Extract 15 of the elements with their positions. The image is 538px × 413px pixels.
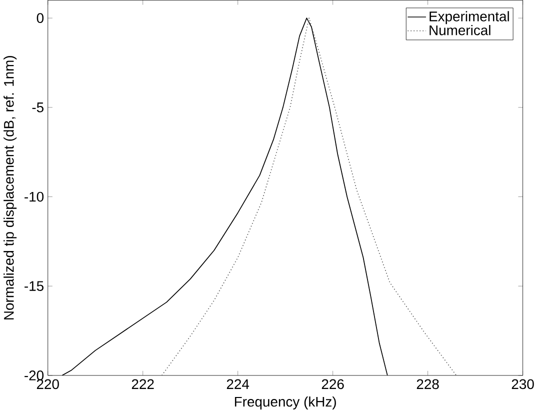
x-tick-label: 224 xyxy=(226,379,250,389)
x-axis-title: Frequency (kHz) xyxy=(234,396,336,410)
x-tick-label: 220 xyxy=(36,379,59,390)
x-tick-label: 222 xyxy=(132,379,154,389)
legend-label: Numerical xyxy=(430,24,490,36)
legend-label: Experimental xyxy=(430,11,509,24)
y-tick-label: 0 xyxy=(36,13,44,24)
y-tick-label: -15 xyxy=(24,281,44,291)
y-tick-label: -10 xyxy=(24,192,44,202)
y-axis-title: Normalized tip displacement (dB, ref. 1nm) xyxy=(4,56,17,320)
y-tick-label: -5 xyxy=(32,102,44,112)
x-tick-label: 228 xyxy=(416,379,439,390)
y-tick-label: -20 xyxy=(24,370,44,380)
x-tick-label: 226 xyxy=(322,379,344,390)
x-tick-label: 230 xyxy=(512,379,534,390)
